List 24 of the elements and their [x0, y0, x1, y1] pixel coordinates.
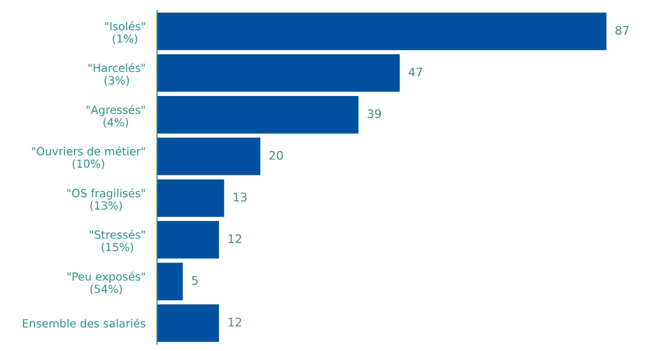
bar	[156, 179, 224, 217]
bar	[156, 262, 183, 300]
data-label: 20	[269, 150, 283, 160]
y-tick-label: "Peu exposés" (54%)	[68, 272, 145, 294]
y-tick-label: Ensemble des salariés	[22, 318, 146, 328]
bar	[156, 12, 606, 50]
y-tick-label: "Isolés" (1%)	[105, 21, 145, 44]
data-label: 12	[228, 234, 242, 244]
data-label: 12	[228, 318, 242, 326]
bar	[156, 138, 260, 176]
data-label: 5	[192, 276, 198, 285]
y-tick-label: "Agressés" (4%)	[86, 104, 145, 128]
y-tick-label: "OS fragilisés" (13%)	[67, 188, 145, 212]
y-tick-label: "Ouvriers de métier" (10%)	[32, 146, 145, 170]
bar	[156, 96, 358, 134]
bar	[156, 221, 219, 259]
data-label: 87	[615, 26, 629, 35]
data-label: 47	[408, 68, 422, 76]
data-label: 39	[368, 109, 381, 118]
bar	[156, 54, 400, 92]
data-label: 13	[234, 192, 247, 202]
y-tick-label: "Stressés" (15%)	[90, 230, 145, 253]
bar	[156, 304, 219, 342]
y-tick-label: "Harcelés" (3%)	[88, 63, 145, 86]
